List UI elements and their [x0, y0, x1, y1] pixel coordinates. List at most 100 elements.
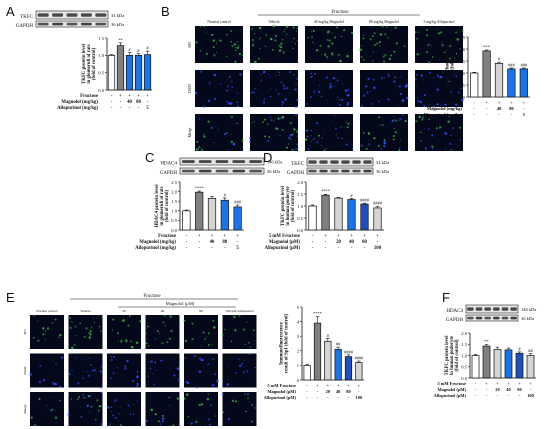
b-cell-dot	[361, 105, 363, 107]
a-treatment-label: Fructose	[80, 94, 98, 99]
b-cell-dot	[208, 82, 211, 85]
c-treatment-value: -	[198, 240, 200, 245]
b-column-label: Normal control	[207, 20, 230, 24]
e-cell-dot	[83, 336, 86, 338]
a-blot-gapdh-size: 36 kDa	[111, 22, 124, 27]
b-cell-dot	[372, 60, 374, 62]
e-cell-dot	[176, 397, 179, 400]
b-cell-dot	[267, 140, 270, 142]
e-cell-dot	[169, 315, 172, 318]
e-cell-dot	[90, 326, 93, 329]
e-cell-dot	[208, 424, 211, 427]
e-cell-dot	[191, 337, 194, 341]
f-ylabel-line: TKFC protein level	[445, 335, 450, 376]
c-treatment-value: -	[186, 246, 188, 251]
f-tick-label: 2.0	[461, 331, 467, 336]
b-cell-dot	[226, 101, 228, 103]
e-tick-label: 1	[297, 363, 300, 368]
e-bar	[355, 362, 363, 381]
b-cell-dot	[267, 90, 269, 92]
e-treatment-value: -	[317, 389, 319, 394]
b-cell-dot	[296, 98, 299, 101]
b-cell-dot	[230, 115, 234, 119]
f-treatment-value: -	[519, 393, 521, 398]
b-cell-dot	[295, 113, 298, 116]
e-tick-label: 3	[297, 334, 300, 339]
f-treatment-value: -	[475, 381, 477, 386]
e-cell-dot	[37, 339, 40, 342]
e-cell-dot	[55, 363, 57, 365]
e-cell-dot	[150, 420, 152, 422]
a-bar	[134, 54, 143, 91]
c-sig-mark: #	[224, 192, 227, 197]
d-blot-tkfc-size: 34 kDa	[376, 160, 389, 165]
e-cell-dot	[150, 360, 153, 363]
c-blot-hdac4-band	[232, 160, 246, 164]
b-cell-dot	[426, 34, 428, 37]
b-cell-dot	[250, 122, 253, 124]
e-cell-dot	[127, 324, 130, 327]
e-column-label: 40	[161, 309, 165, 313]
b-cell-dot	[263, 118, 266, 121]
b-cell-dot	[369, 38, 372, 41]
b-treatment-value: 40	[497, 106, 502, 111]
b-cell-dot	[437, 32, 441, 35]
b-cell-dot	[253, 105, 255, 107]
b-tick-label: 0.0	[459, 95, 465, 100]
e-cell-dot	[153, 383, 156, 386]
b-cell-dot	[325, 52, 327, 54]
e-cell-dot	[234, 329, 237, 332]
e-cell-dot	[100, 366, 102, 368]
e-treatment-value: +	[316, 383, 319, 388]
b-cell-dot	[236, 40, 239, 43]
c-treatment-label: Allopurinol (mg/kg)	[135, 246, 176, 251]
b-cell-dot	[351, 148, 354, 150]
e-cell-dot	[113, 356, 115, 357]
b-cell-dot	[219, 83, 222, 86]
e-cell-dot	[154, 338, 156, 340]
b-cell-dot	[335, 127, 337, 130]
d-blot-tkfc-band	[341, 160, 350, 164]
b-cell-dot	[423, 94, 426, 97]
a-treatment-value: +	[137, 94, 140, 99]
d-treatment-value: -	[312, 246, 314, 251]
e-cell-dot	[172, 424, 175, 427]
b-cell-dot	[428, 61, 431, 64]
e-cell-dot	[239, 364, 242, 368]
c-treatment-label: Fructose	[158, 234, 176, 239]
b-treatment-label: Fructose	[445, 100, 462, 105]
f-treatment-value: 80	[517, 387, 522, 392]
b-cell-dot	[229, 114, 230, 116]
b-cell-dot	[203, 135, 206, 138]
b-cell-dot	[259, 37, 262, 39]
b-cell-dot	[381, 123, 384, 127]
e-cell-dot	[172, 409, 174, 411]
e-cell-dot	[227, 365, 229, 367]
b-cell-dot	[373, 32, 376, 35]
b-cell-dot	[295, 143, 298, 145]
b-tick-label: 1.0	[459, 71, 465, 76]
b-cell-dot	[363, 59, 365, 61]
b-cell-dot	[402, 99, 405, 102]
b-cell-dot	[294, 88, 297, 91]
e-cell-dot	[95, 373, 97, 375]
b-cell-dot	[253, 91, 255, 94]
b-cell-dot	[452, 127, 455, 130]
c-treatment-value: 80	[222, 240, 227, 245]
c-blot-hdac4-band	[249, 160, 262, 164]
b-cell-dot	[229, 103, 232, 106]
b-cell-dot	[231, 44, 234, 48]
e-cell-dot	[60, 356, 64, 359]
d-treatment-value: 100	[374, 246, 382, 251]
b-cell-dot	[233, 43, 237, 46]
a-treatment-value: -	[120, 106, 122, 111]
b-cell-dot	[203, 25, 205, 28]
d-ylabel-line: in human podocyte	[286, 186, 291, 225]
b-cell-dot	[398, 133, 400, 135]
f-blot-gapdh-strip	[465, 314, 519, 322]
b-group-header: Fructose	[331, 10, 349, 15]
c-tick-label: 1.5	[171, 199, 177, 204]
b-cell-dot	[310, 140, 312, 142]
e-cell-dot	[82, 377, 84, 379]
f-treatment-value: -	[475, 387, 477, 392]
